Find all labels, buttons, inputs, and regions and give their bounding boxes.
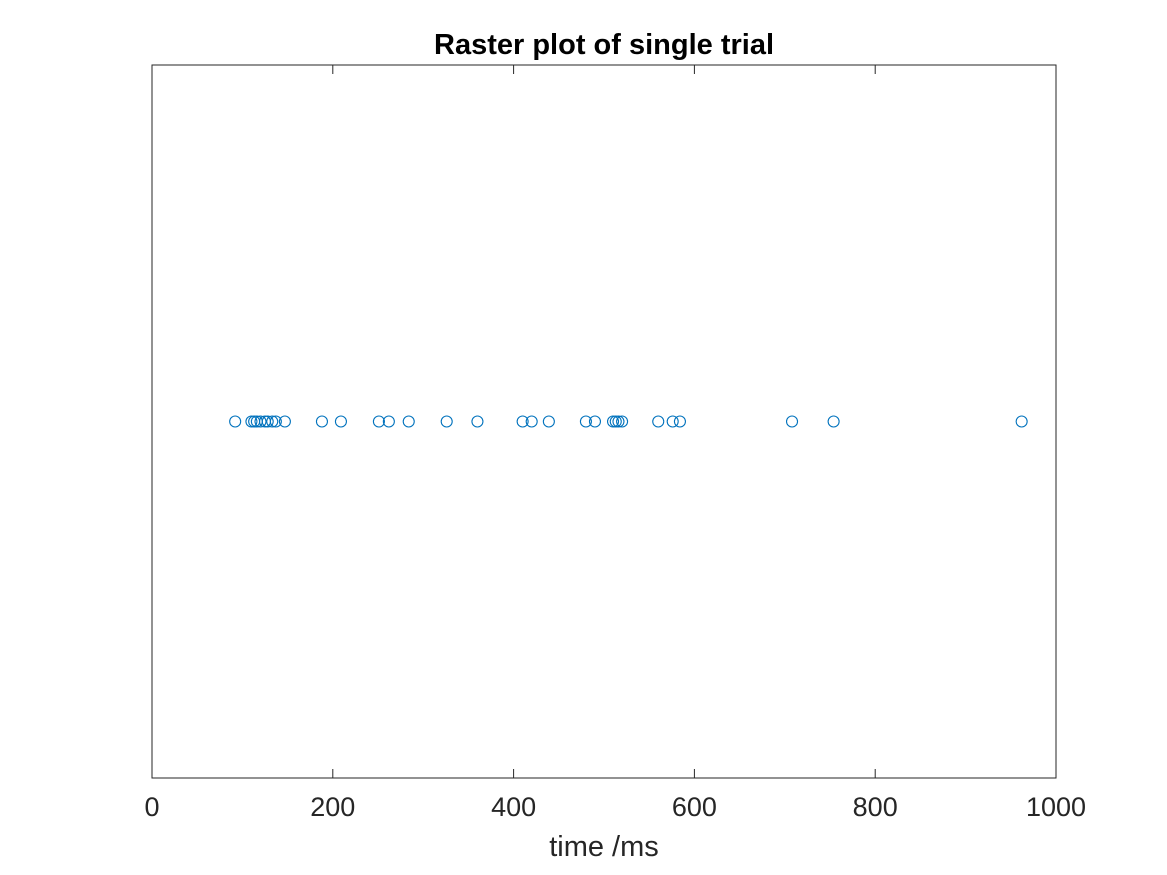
spike-marker xyxy=(334,415,347,428)
spike-marker xyxy=(1015,415,1028,428)
spike-marker xyxy=(673,415,686,428)
spike-marker xyxy=(245,415,258,428)
x-tick-label: 200 xyxy=(310,792,355,822)
spike-marker xyxy=(666,415,679,428)
x-axis-tick-labels: 0 200 400 600 800 1000 xyxy=(144,792,1086,822)
spike-marker xyxy=(609,415,622,428)
spike-marker xyxy=(606,415,620,428)
spike-marker xyxy=(229,415,242,428)
x-axis-label: time /ms xyxy=(549,831,659,863)
spike-marker xyxy=(827,415,840,428)
x-tick-label: 800 xyxy=(853,792,898,822)
spike-marker xyxy=(269,415,282,428)
spike-marker xyxy=(402,415,415,428)
spike-marker xyxy=(440,415,453,428)
spike-marker xyxy=(588,415,602,428)
x-axis-ticks xyxy=(151,65,1057,778)
spike-marker xyxy=(652,415,665,428)
x-tick-label: 400 xyxy=(491,792,536,822)
spike-marker xyxy=(315,415,329,428)
spike-marker xyxy=(516,415,529,428)
chart-title: Raster plot of single trial xyxy=(434,29,774,61)
spike-marker xyxy=(525,415,538,428)
x-tick-label: 0 xyxy=(144,792,159,822)
spike-marker xyxy=(612,415,625,428)
spike-marker xyxy=(579,415,592,428)
x-tick-label: 1000 xyxy=(1026,792,1086,822)
spike-markers xyxy=(229,415,1028,428)
spike-marker xyxy=(278,415,291,428)
x-tick-label: 600 xyxy=(672,792,717,822)
spike-marker xyxy=(542,415,555,428)
spike-marker xyxy=(471,415,484,428)
spike-marker xyxy=(372,415,385,428)
spike-marker xyxy=(254,415,267,428)
spike-marker xyxy=(785,415,799,428)
spike-marker xyxy=(261,415,274,428)
spike-marker xyxy=(616,415,629,428)
spike-marker xyxy=(266,415,279,428)
plot-area xyxy=(151,64,1057,779)
spike-marker xyxy=(382,415,395,428)
